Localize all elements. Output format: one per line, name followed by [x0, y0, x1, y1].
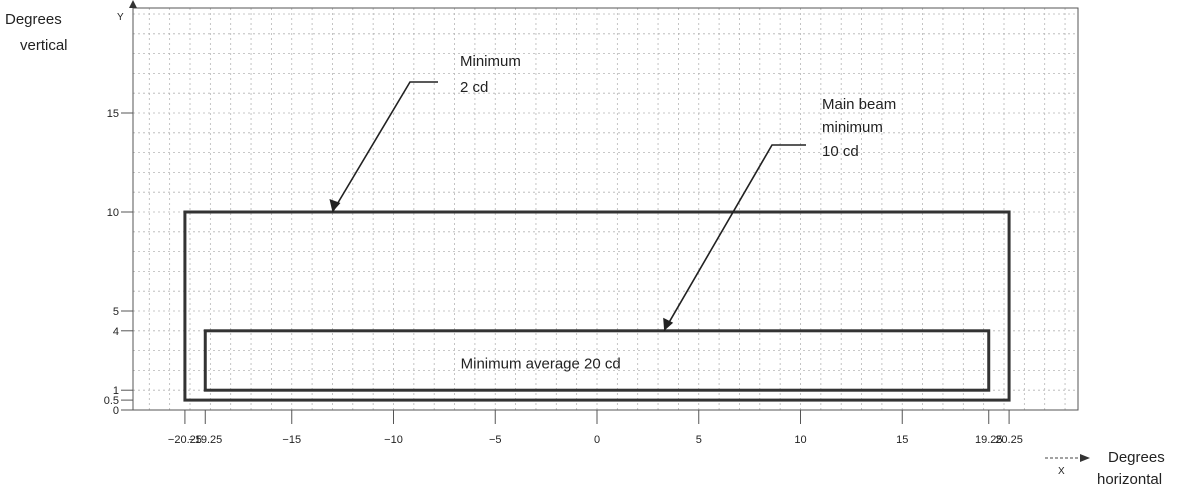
axis-titles: Degrees vertical Y X Degrees horizontal — [5, 0, 1165, 488]
x-tick-label: 0 — [594, 434, 600, 446]
y-axis-symbol: Y — [117, 12, 124, 23]
x-tick-label: 19.25 — [975, 434, 1003, 446]
x-axis-arrowhead — [1080, 454, 1090, 462]
y-tick-label: 0.5 — [104, 395, 119, 407]
main-beam-label-line3: 10 cd — [822, 143, 859, 160]
x-tick-label: 5 — [696, 434, 702, 446]
y-axis-title-line1: Degrees — [5, 11, 62, 28]
inner-region-label: Minimum average 20 cd — [461, 355, 621, 372]
grid — [133, 8, 1078, 410]
minimum-label-line1: Minimum — [460, 53, 521, 70]
main-beam-arrowhead — [663, 317, 674, 331]
plot-frame — [132, 7, 1079, 411]
x-tick-label: 10 — [794, 434, 806, 446]
y-axis-title-line2: vertical — [20, 37, 68, 54]
x-tick-label: 20.25 — [995, 434, 1023, 446]
y-tick-label: 15 — [107, 108, 119, 120]
main-beam-label-line2: minimum — [822, 119, 883, 136]
x-tick-label: −5 — [489, 434, 502, 446]
x-axis-title-line1: Degrees — [1108, 449, 1165, 466]
y-tick-label: 1 — [113, 385, 119, 397]
x-tick-label: −19.25 — [188, 434, 222, 446]
y-tick-label: 5 — [113, 306, 119, 318]
minimum-label-line2: 2 cd — [460, 79, 488, 96]
main-beam-leader-line — [663, 144, 806, 332]
y-tick-label: 4 — [113, 326, 119, 338]
x-axis-title-line2: horizontal — [1097, 471, 1162, 488]
y-axis-arrowhead — [129, 0, 137, 8]
x-axis-symbol: X — [1058, 466, 1065, 477]
region-inner — [203, 329, 991, 392]
main-beam-label-line1: Main beam — [822, 96, 896, 113]
region-outer — [183, 210, 1011, 402]
minimum-leader-line — [331, 81, 438, 213]
regions: Minimum average 20 cd — [183, 210, 1011, 402]
x-tick-label: −20.25 — [168, 434, 202, 446]
x-tick-label: 15 — [896, 434, 908, 446]
minimum-arrowhead — [329, 199, 341, 212]
x-tick-label: −15 — [282, 434, 301, 446]
y-tick-label: 0 — [113, 405, 119, 417]
axes: −20.25−19.25 −15 −10 −5 0 5 10 15 19.2520.2500.5… — [104, 108, 1023, 446]
y-tick-label: 10 — [107, 207, 119, 219]
x-tick-label: −10 — [384, 434, 403, 446]
callouts: Minimum 2 cd Main beam minimum 10 cd — [329, 53, 896, 332]
